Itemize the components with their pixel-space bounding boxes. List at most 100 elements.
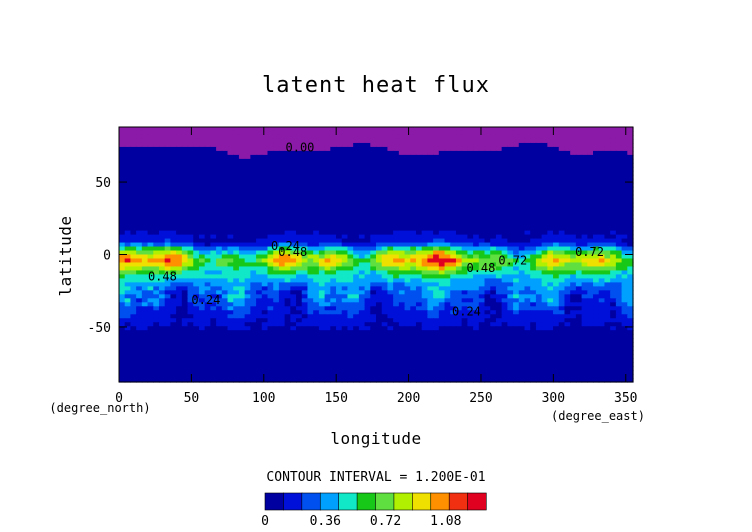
heatmap-cell	[164, 222, 171, 228]
heatmap-cell	[433, 226, 440, 232]
heatmap-cell	[193, 346, 200, 351]
heatmap-cell	[501, 182, 508, 188]
heatmap-cell	[364, 250, 371, 256]
heatmap-cell	[438, 318, 446, 323]
heatmap-cell	[444, 330, 451, 335]
heatmap-cell	[198, 242, 206, 248]
heatmap-cell	[570, 286, 577, 291]
heatmap-cell	[478, 198, 486, 204]
heatmap-cell	[604, 238, 611, 244]
heatmap-cell	[187, 330, 194, 335]
heatmap-cell	[233, 314, 240, 319]
heatmap-cell	[330, 194, 337, 200]
heatmap-cell	[558, 342, 566, 347]
heatmap-cell	[187, 334, 194, 339]
heatmap-cell	[455, 254, 463, 260]
heatmap-cell	[513, 150, 520, 156]
heatmap-cell	[256, 338, 263, 343]
heatmap-cell	[210, 162, 217, 168]
heatmap-cell	[364, 322, 371, 327]
heatmap-cell	[341, 198, 349, 204]
heatmap-cell	[501, 134, 508, 140]
heatmap-cell	[164, 210, 171, 216]
heatmap-cell	[313, 230, 320, 236]
heatmap-cell	[547, 206, 554, 212]
heatmap-cell	[198, 134, 206, 140]
heatmap-cell	[553, 254, 560, 260]
heatmap-cell	[136, 134, 143, 140]
heatmap-cell	[210, 218, 217, 224]
heatmap-cell	[593, 234, 600, 240]
heatmap-cell	[176, 170, 183, 176]
heatmap-cell	[627, 302, 634, 307]
heatmap-cell	[627, 306, 634, 311]
heatmap-cell	[267, 194, 274, 200]
heatmap-cell	[238, 198, 246, 204]
heatmap-cell	[170, 182, 177, 188]
heatmap-cell	[318, 278, 326, 283]
heatmap-cell	[221, 282, 229, 287]
heatmap-cell	[507, 222, 514, 228]
heatmap-cell	[244, 346, 251, 351]
heatmap-cell	[141, 178, 149, 184]
heatmap-cell	[455, 306, 463, 311]
heatmap-cell	[433, 162, 440, 168]
heatmap-cell	[130, 258, 137, 264]
heatmap-cell	[524, 334, 531, 339]
heatmap-cell	[284, 310, 291, 315]
heatmap-cell	[313, 194, 320, 200]
heatmap-cell	[330, 294, 337, 299]
heatmap-cell	[336, 222, 343, 228]
heatmap-cell	[347, 278, 354, 283]
heatmap-cell	[501, 206, 508, 212]
heatmap-cell	[318, 246, 326, 252]
heatmap-cell	[358, 254, 366, 260]
heatmap-cell	[198, 238, 206, 244]
heatmap-cell	[478, 294, 486, 299]
heatmap-cell	[581, 310, 588, 315]
heatmap-cell	[273, 194, 280, 200]
heatmap-cell	[535, 302, 543, 307]
heatmap-cell	[427, 242, 434, 248]
heatmap-cell	[495, 318, 503, 323]
heatmap-cell	[193, 134, 200, 140]
heatmap-cell	[473, 262, 480, 268]
heatmap-cell	[313, 234, 320, 240]
heatmap-cell	[530, 298, 537, 303]
heatmap-cell	[547, 158, 554, 164]
heatmap-cell	[216, 134, 223, 140]
heatmap-cell	[553, 338, 560, 343]
heatmap-cell	[147, 178, 154, 184]
heatmap-cell	[250, 274, 257, 279]
heatmap-cell	[210, 206, 217, 212]
heatmap-cell	[336, 318, 343, 323]
heatmap-cell	[124, 318, 132, 323]
heatmap-cell	[296, 322, 303, 327]
heatmap-cell	[535, 270, 543, 276]
heatmap-cell	[541, 302, 548, 307]
heatmap-cell	[484, 206, 491, 212]
heatmap-cell	[438, 262, 446, 268]
heatmap-cell	[158, 158, 166, 164]
heatmap-cell	[461, 286, 468, 291]
heatmap-cell	[535, 202, 543, 208]
heatmap-cell	[427, 270, 434, 276]
heatmap-cell	[604, 258, 611, 264]
heatmap-cell	[558, 262, 566, 268]
heatmap-cell	[273, 242, 280, 248]
heatmap-cell	[490, 286, 497, 291]
heatmap-cell	[324, 294, 331, 299]
heatmap-cell	[398, 290, 406, 295]
heatmap-cell	[250, 174, 257, 180]
heatmap-cell	[233, 214, 240, 220]
heatmap-cell	[455, 202, 463, 208]
heatmap-cell	[136, 186, 143, 192]
heatmap-cell	[615, 322, 623, 327]
heatmap-cell	[427, 226, 434, 232]
heatmap-cell	[598, 334, 606, 339]
heatmap-cell	[433, 174, 440, 180]
heatmap-cell	[621, 290, 628, 295]
heatmap-cell	[158, 250, 166, 256]
heatmap-cell	[244, 214, 251, 220]
heatmap-cell	[261, 310, 269, 315]
